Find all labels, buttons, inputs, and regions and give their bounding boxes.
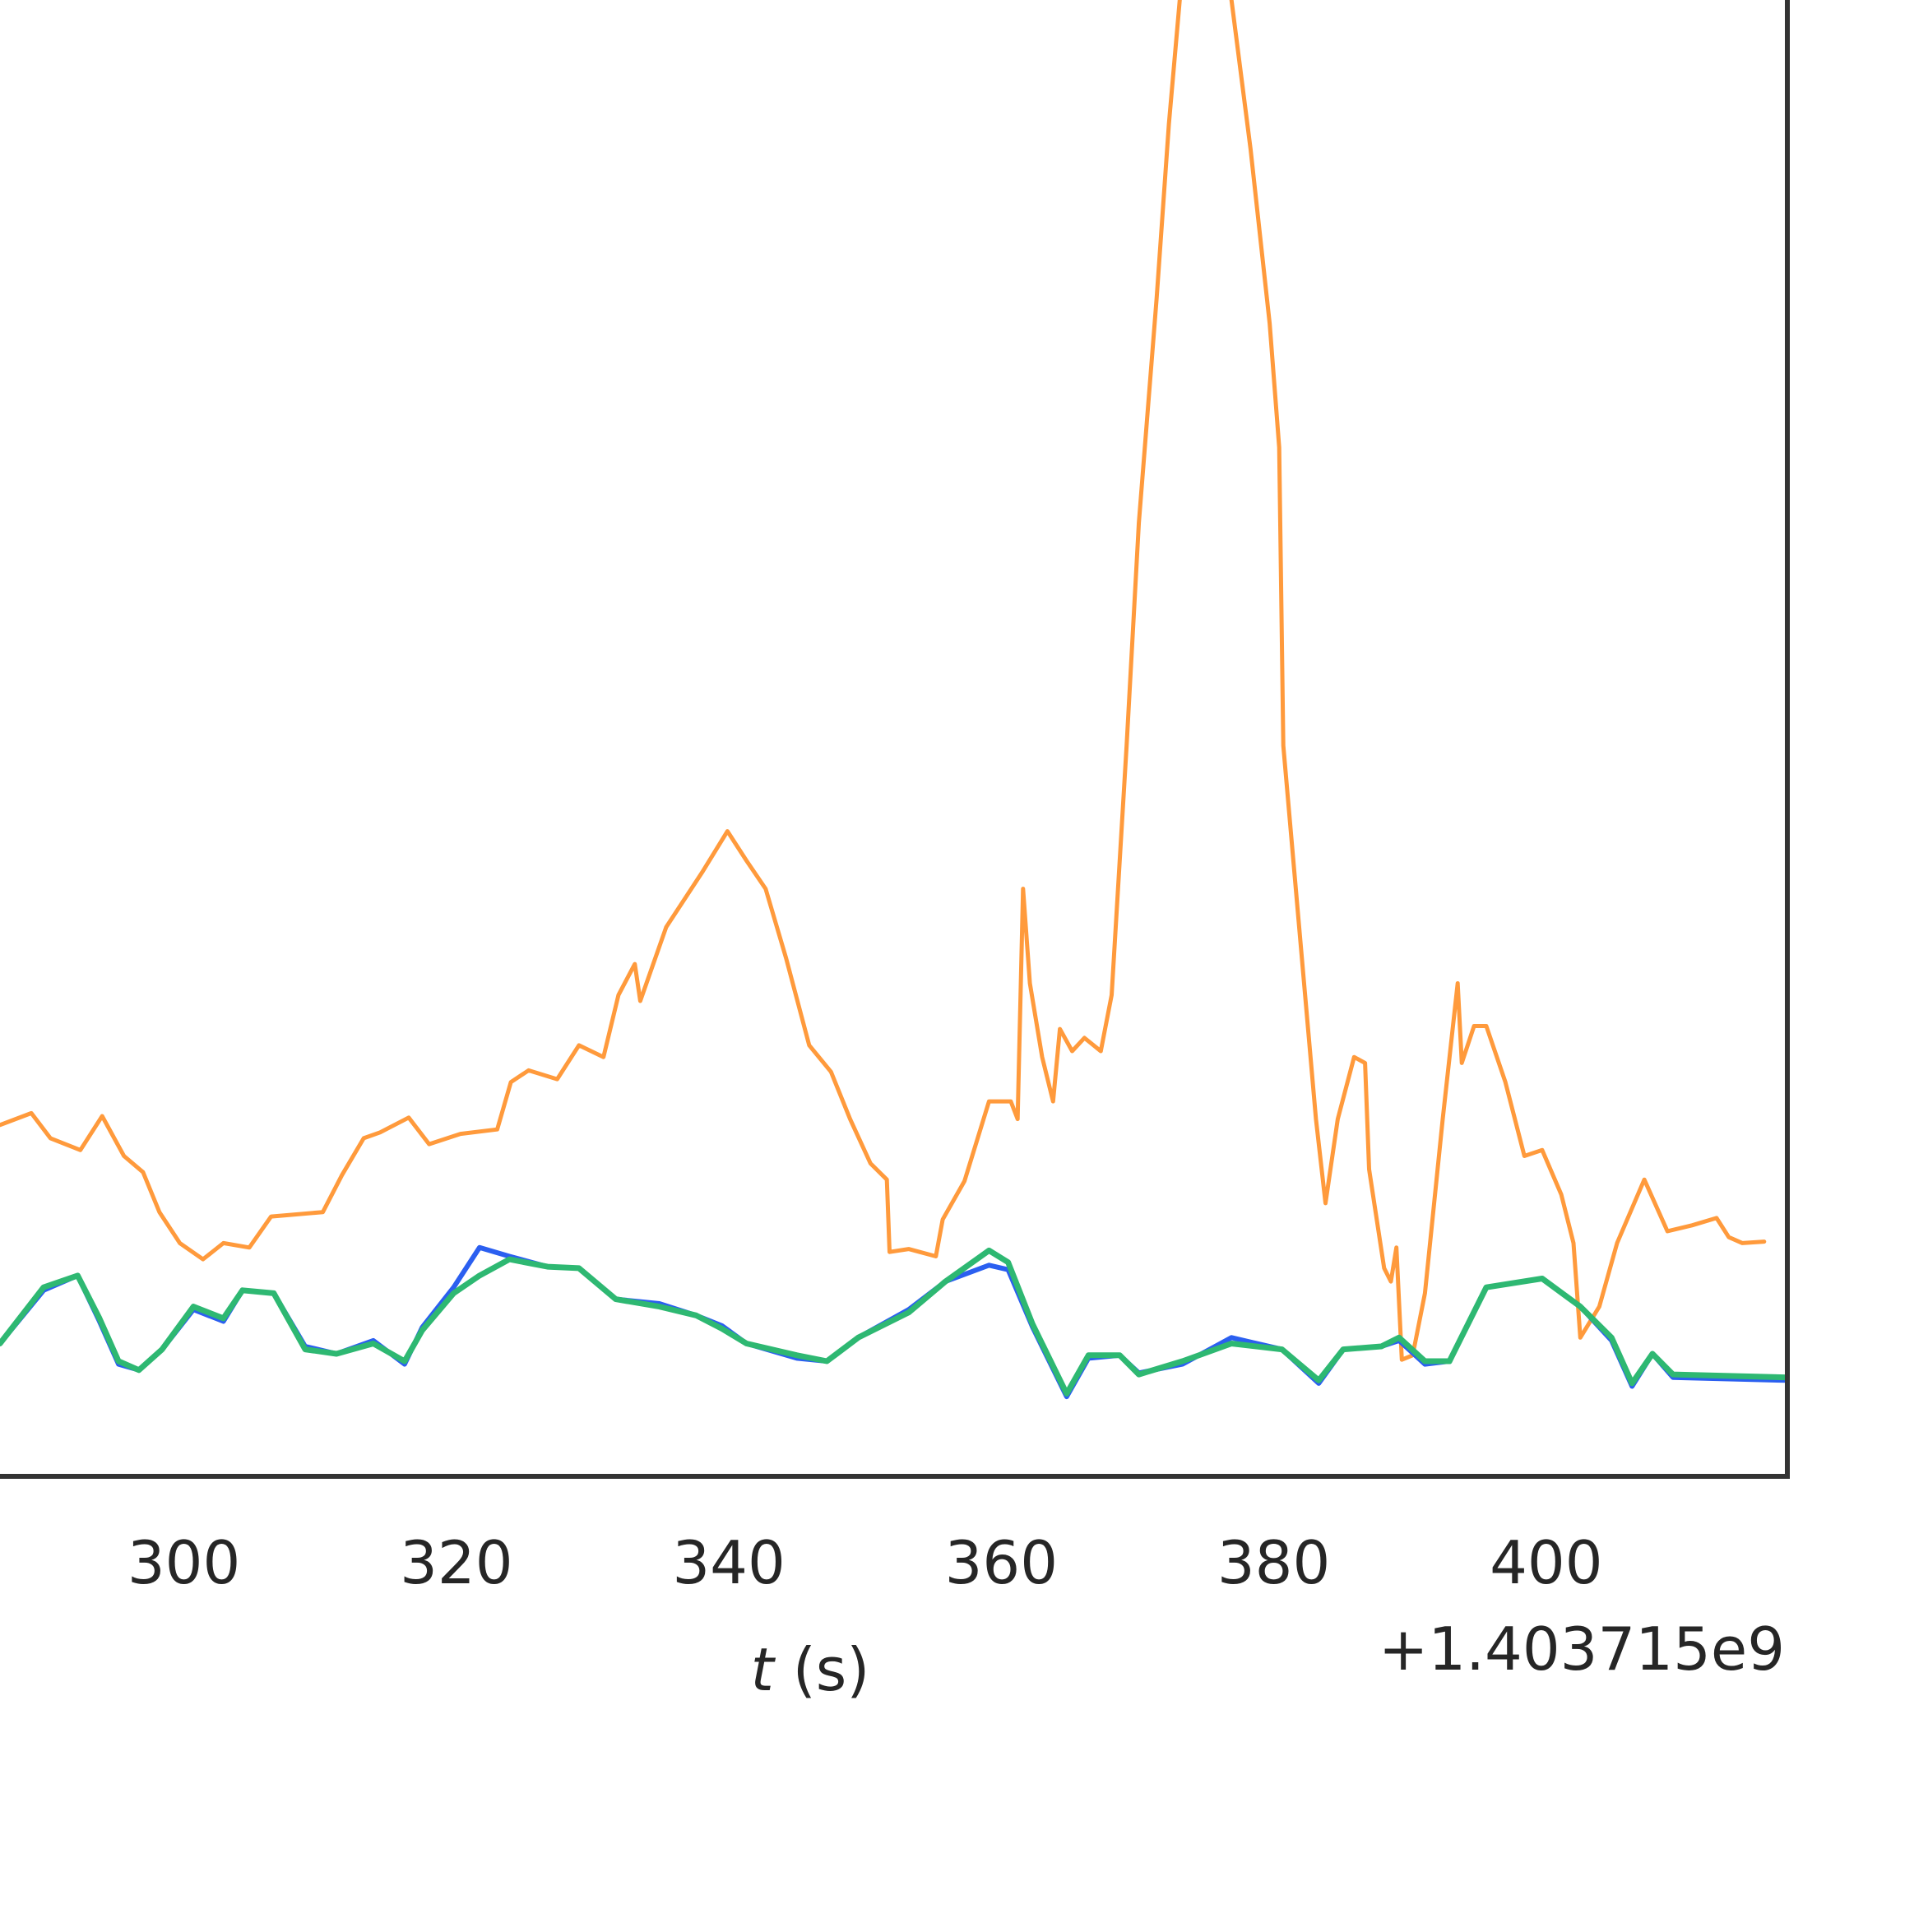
x-tick-label: 320 xyxy=(400,1528,512,1597)
x-axis-symbol: t xyxy=(751,1635,776,1704)
x-offset-label: +1.403715e9 xyxy=(1379,1615,1785,1684)
x-tick-label: 400 xyxy=(1490,1528,1602,1597)
series-line xyxy=(0,0,1767,1362)
plot-area xyxy=(0,0,1787,1400)
x-tick-label: 300 xyxy=(127,1528,240,1597)
x-axis-unit: (s) xyxy=(793,1635,870,1704)
x-tick-label: 360 xyxy=(945,1528,1058,1597)
x-tick-label: 340 xyxy=(672,1528,785,1597)
series-line xyxy=(0,1247,1787,1397)
x-axis-label: t (s) xyxy=(751,1635,870,1704)
x-tick-label: 380 xyxy=(1217,1528,1330,1597)
